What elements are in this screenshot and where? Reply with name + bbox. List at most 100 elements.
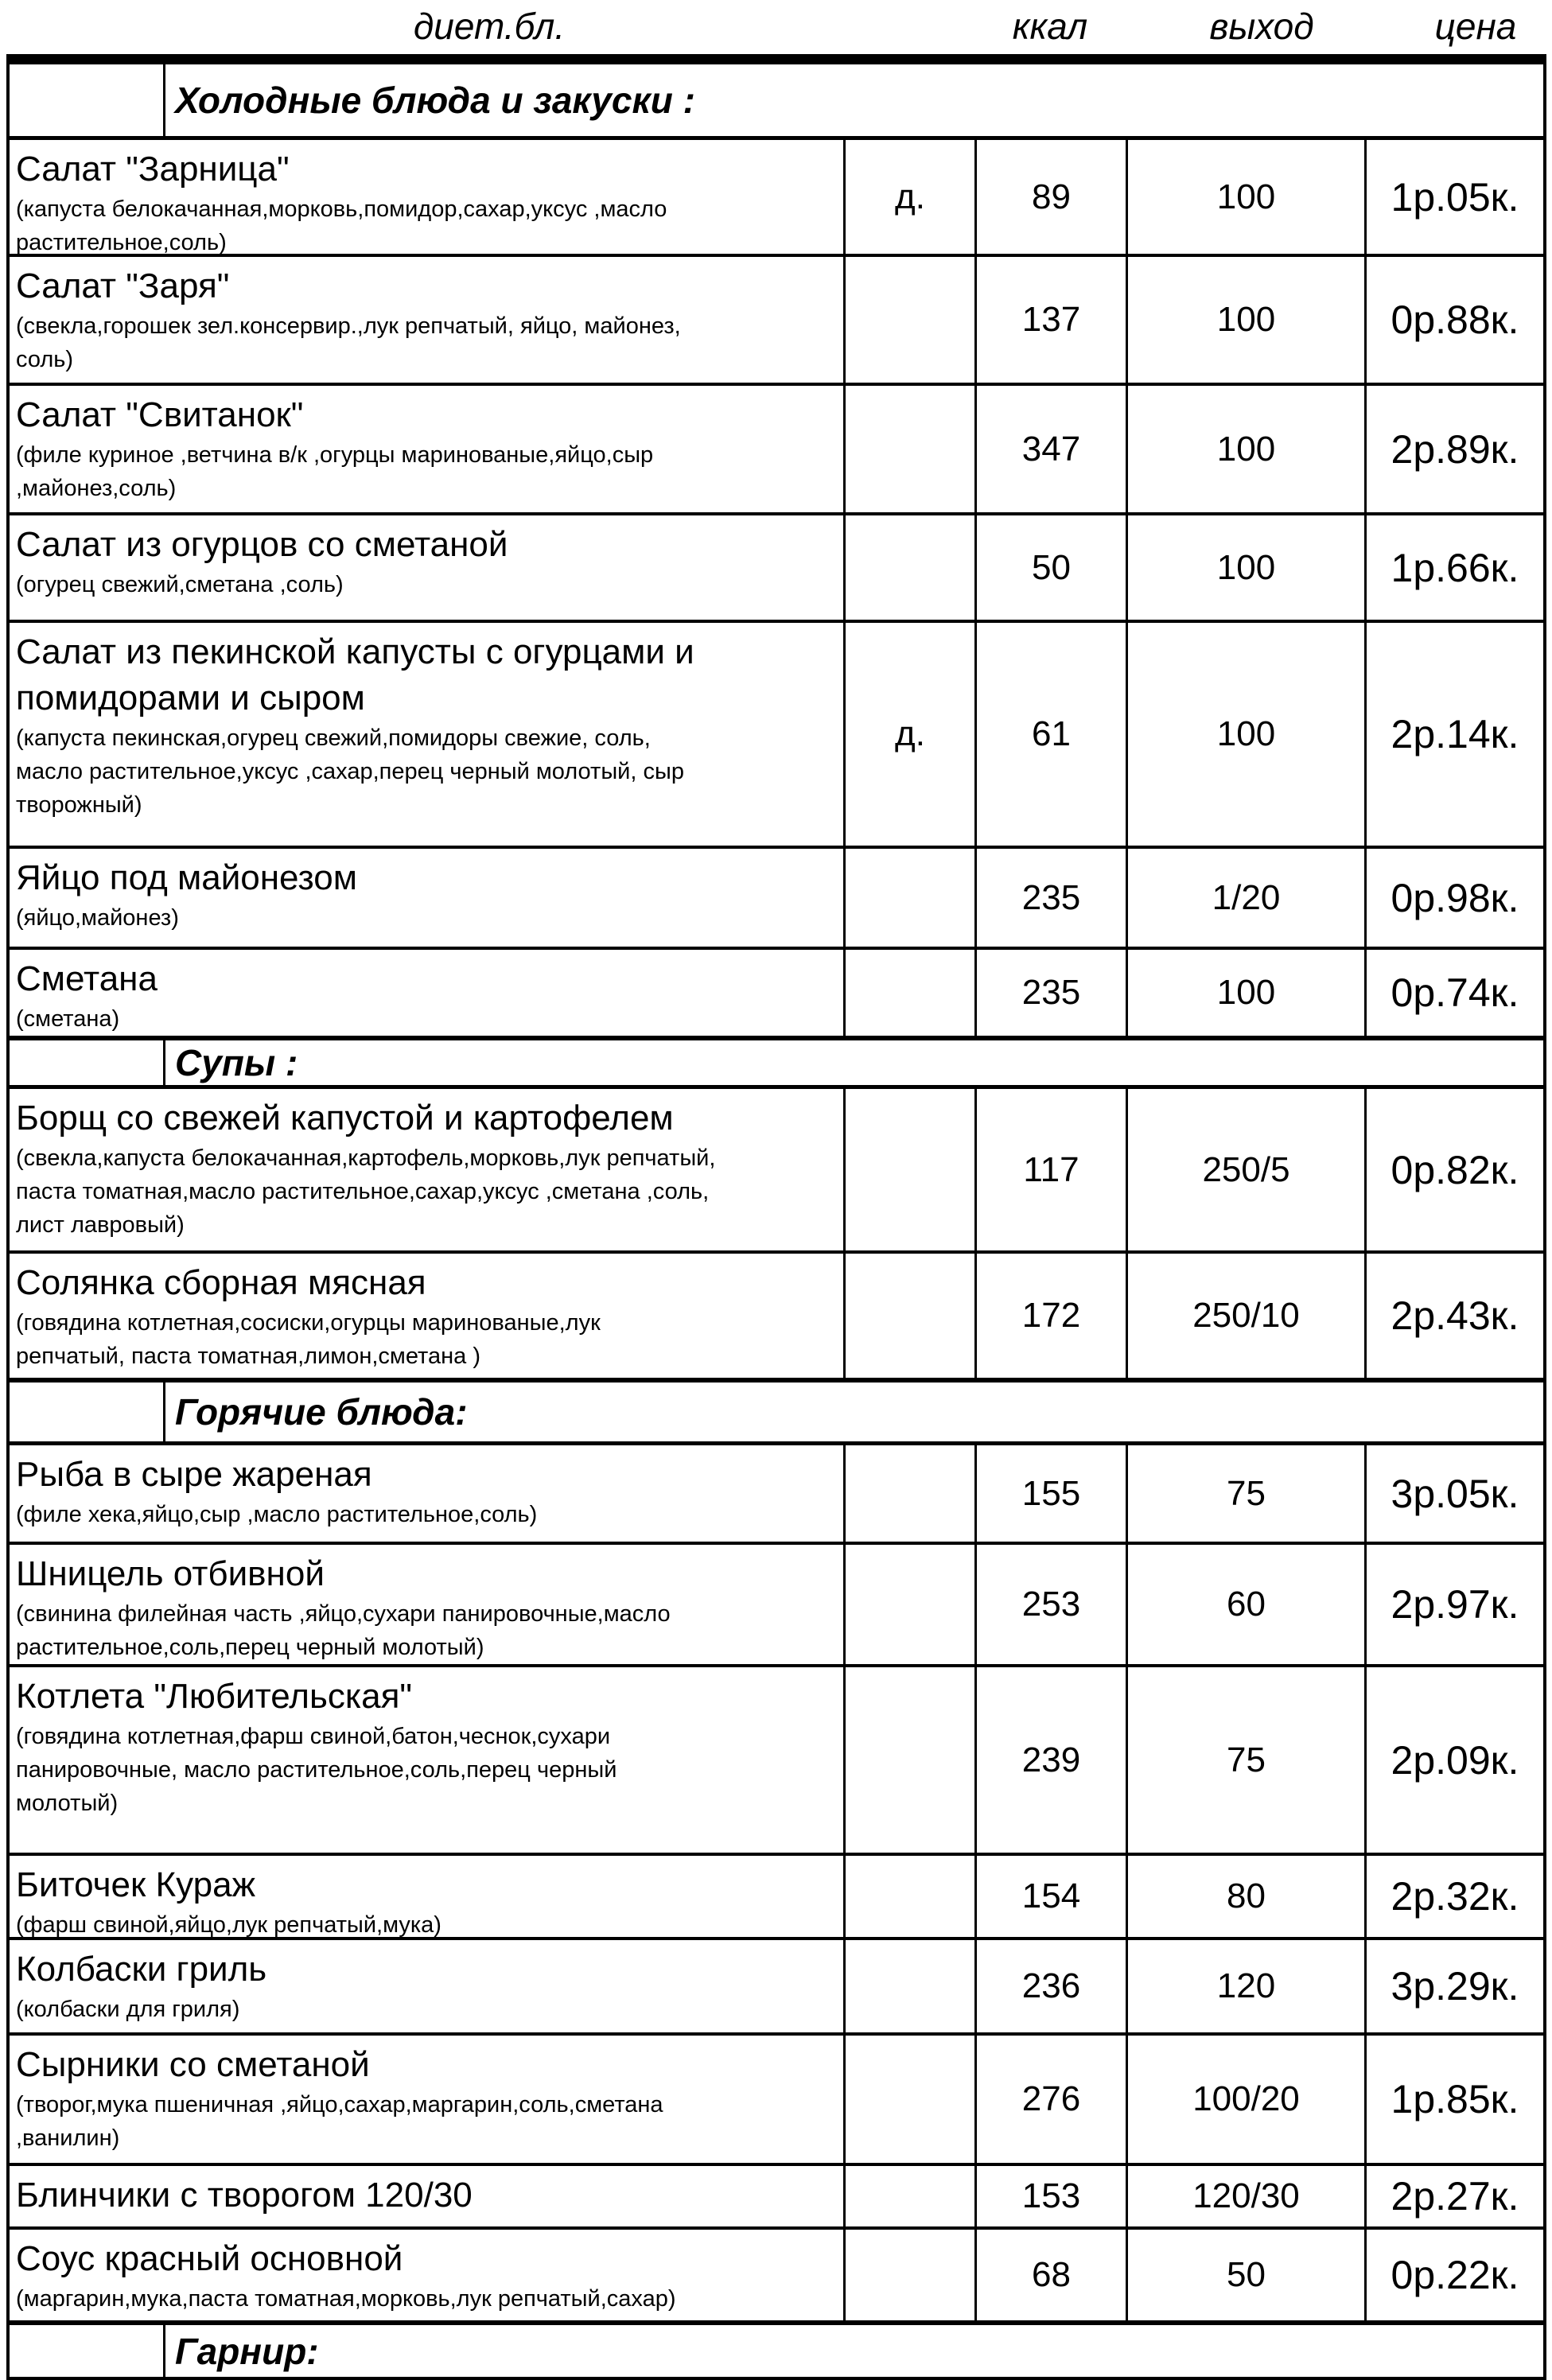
dish-ingredients: (творог,мука пшеничная ,яйцо,сахар,марга… xyxy=(16,2092,663,2151)
dish-title: Солянка сборная мясная xyxy=(16,1263,426,1302)
kcal-cell: 61 xyxy=(974,623,1126,846)
dish-ingredients: (фарш свиной,яйцо,лук репчатый,мука) xyxy=(16,1912,441,1937)
section-stub-cell xyxy=(10,2325,163,2377)
output-cell: 250/10 xyxy=(1126,1254,1364,1378)
table-row: Котлета "Любительская" (говядина котлетна… xyxy=(10,1664,1543,1853)
dish-ingredients: (свинина филейная часть ,яйцо,сухари пан… xyxy=(16,1601,671,1660)
price-cell: 2р.32к. xyxy=(1364,1856,1543,1937)
dish-ingredients: (свекла,горошек зел.консервир.,лук репча… xyxy=(16,313,681,372)
table-row: Салат из огурцов со сметаной (огурец свеж… xyxy=(10,512,1543,620)
table-row: Рыба в сыре жареная (филе хека,яйцо,сыр ,… xyxy=(10,1441,1543,1542)
output-cell: 1/20 xyxy=(1126,849,1364,947)
section-row-soups: Супы : xyxy=(10,1036,1543,1085)
dish-title: Сметана xyxy=(16,959,158,998)
output-cell: 100 xyxy=(1126,140,1364,254)
dish-title: Борщ со свежей капустой и картофелем xyxy=(16,1099,674,1138)
price-cell: 0р.98к. xyxy=(1364,849,1543,947)
price-cell: 1р.66к. xyxy=(1364,515,1543,620)
output-cell: 120/30 xyxy=(1126,2166,1364,2226)
dish-ingredients: (колбаски для гриля) xyxy=(16,1997,240,2022)
table-row: Биточек Кураж (фарш свиной,яйцо,лук репча… xyxy=(10,1853,1543,1937)
dish-ingredients: (говядина котлетная,сосиски,огурцы марин… xyxy=(16,1310,601,1369)
output-cell: 80 xyxy=(1126,1856,1364,1937)
section-title: Гарнир: xyxy=(163,2325,1543,2377)
dish-ingredients: (капуста белокачанная,морковь,помидор,са… xyxy=(16,196,667,254)
price-cell: 2р.14к. xyxy=(1364,623,1543,846)
kcal-cell: 154 xyxy=(974,1856,1126,1937)
table-row: Соус красный основной (маргарин,мука,паст… xyxy=(10,2226,1543,2320)
section-stub-cell xyxy=(10,64,163,136)
dish-ingredients: (филе куриное ,ветчина в/к ,огурцы марин… xyxy=(16,442,654,501)
dish-ingredients: (огурец свежий,сметана ,соль) xyxy=(16,572,344,597)
kcal-cell: 153 xyxy=(974,2166,1126,2226)
kcal-cell: 236 xyxy=(974,1940,1126,2032)
diet-cell xyxy=(843,1254,974,1378)
column-header-output: выход xyxy=(1209,6,1314,47)
output-cell: 75 xyxy=(1126,1667,1364,1853)
diet-cell xyxy=(843,950,974,1036)
diet-cell xyxy=(843,2036,974,2163)
dish-ingredients: (маргарин,мука,паста томатная,морковь,лу… xyxy=(16,2286,676,2312)
section-stub-cell xyxy=(10,1382,163,1441)
kcal-cell: 235 xyxy=(974,849,1126,947)
price-cell: 1р.85к. xyxy=(1364,2036,1543,2163)
table-row: Салат "Свитанок" (филе куриное ,ветчина в… xyxy=(10,383,1543,512)
kcal-cell: 89 xyxy=(974,140,1126,254)
dish-title: Сырники со сметаной xyxy=(16,2045,370,2084)
dish-title: Шницель отбивной xyxy=(16,1554,325,1593)
dish-title: Соус красный основной xyxy=(16,2239,403,2278)
price-cell: 2р.09к. xyxy=(1364,1667,1543,1853)
column-header-diet: диет.бл. xyxy=(413,6,566,47)
kcal-cell: 235 xyxy=(974,950,1126,1036)
kcal-cell: 276 xyxy=(974,2036,1126,2163)
diet-cell xyxy=(843,386,974,512)
price-cell: 2р.43к. xyxy=(1364,1254,1543,1378)
dish-title: Салат из огурцов со сметаной xyxy=(16,525,508,564)
price-cell: 0р.88к. xyxy=(1364,257,1543,383)
diet-cell xyxy=(843,257,974,383)
dish-ingredients: (свекла,капуста белокачанная,картофель,м… xyxy=(16,1145,716,1238)
table-row: Салат "Заря" (свекла,горошек зел.консерви… xyxy=(10,254,1543,383)
price-cell: 2р.97к. xyxy=(1364,1545,1543,1664)
table-row: Сырники со сметаной (творог,мука пшенична… xyxy=(10,2032,1543,2163)
kcal-cell: 137 xyxy=(974,257,1126,383)
diet-cell xyxy=(843,849,974,947)
dish-title: Салат "Зарница" xyxy=(16,150,290,189)
output-cell: 120 xyxy=(1126,1940,1364,2032)
section-stub-cell xyxy=(10,1040,163,1085)
table-row: Салат "Зарница" (капуста белокачанная,мор… xyxy=(10,136,1543,254)
price-cell: 0р.74к. xyxy=(1364,950,1543,1036)
output-cell: 100 xyxy=(1126,257,1364,383)
dish-title: Блинчики с творогом 120/30 xyxy=(16,2176,473,2215)
column-header-kcal: ккал xyxy=(1012,6,1088,47)
dish-ingredients: (филе хека,яйцо,сыр ,масло растительное,… xyxy=(16,1502,538,1527)
price-cell: 1р.05к. xyxy=(1364,140,1543,254)
diet-cell xyxy=(843,1667,974,1853)
table-row: Блинчики с творогом 120/30 153 120/30 2р… xyxy=(10,2163,1543,2226)
dish-ingredients: (капуста пекинская,огурец свежий,помидор… xyxy=(16,725,684,818)
section-row-hot-dishes: Горячие блюда: xyxy=(10,1378,1543,1441)
diet-cell xyxy=(843,1545,974,1664)
dish-title: Салат из пекинской капусты с огурцами и … xyxy=(16,632,694,718)
price-cell: 0р.82к. xyxy=(1364,1089,1543,1250)
menu-table: Холодные блюда и закуски : Салат "Зарниц… xyxy=(6,54,1546,2380)
diet-cell xyxy=(843,515,974,620)
table-row: Шницель отбивной (свинина филейная часть … xyxy=(10,1542,1543,1664)
kcal-cell: 155 xyxy=(974,1445,1126,1542)
output-cell: 100 xyxy=(1126,386,1364,512)
table-row: Яйцо под майонезом (яйцо,майонез) 235 1/2… xyxy=(10,846,1543,947)
kcal-cell: 172 xyxy=(974,1254,1126,1378)
diet-cell xyxy=(843,1940,974,2032)
kcal-cell: 50 xyxy=(974,515,1126,620)
dish-title: Биточек Кураж xyxy=(16,1865,255,1904)
output-cell: 60 xyxy=(1126,1545,1364,1664)
price-cell: 0р.22к. xyxy=(1364,2230,1543,2320)
dish-title: Яйцо под майонезом xyxy=(16,858,357,897)
price-cell: 3р.05к. xyxy=(1364,1445,1543,1542)
dish-title: Салат "Свитанок" xyxy=(16,395,304,434)
output-cell: 75 xyxy=(1126,1445,1364,1542)
diet-cell xyxy=(843,1856,974,1937)
section-title: Супы : xyxy=(163,1040,1543,1085)
diet-cell xyxy=(843,1445,974,1542)
table-row: Солянка сборная мясная (говядина котлетна… xyxy=(10,1250,1543,1378)
